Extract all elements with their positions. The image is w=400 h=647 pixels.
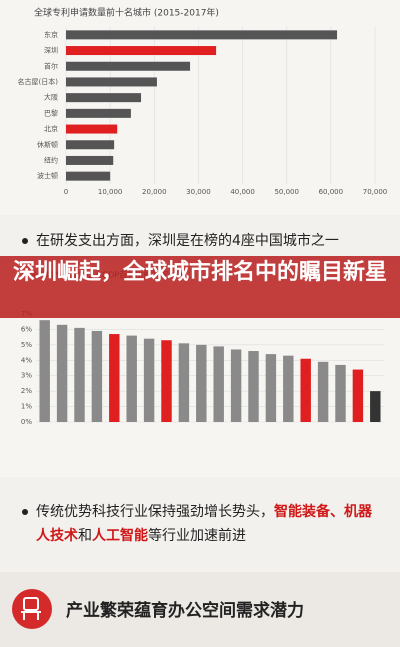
bullet-segment: 机器人技术	[36, 504, 372, 544]
y-tick-label: 2%	[21, 387, 32, 395]
bullet-dot	[22, 238, 28, 244]
bullet-item: 在研发支出方面，深圳是在榜的4座中国城市之一	[22, 229, 382, 253]
x-tick-label: 0	[64, 188, 68, 196]
bar	[230, 349, 242, 422]
bar	[370, 391, 381, 422]
x-tick-label: 10,000	[98, 188, 123, 196]
bullet-text: 传统优势科技行业保持强劲增长势头，智能装备、机器人技术和人工智能等行业加速前进	[36, 500, 382, 548]
bar	[178, 343, 190, 422]
banner-title: 深圳崛起，全球城市排名中的瞩目新星	[12, 260, 387, 285]
bullet-dot	[22, 509, 28, 515]
y-tick-label: 4%	[21, 356, 32, 364]
bullet-text: 在研发支出方面，深圳是在榜的4座中国城市之一	[36, 229, 382, 253]
y-tick-label: 北京	[44, 124, 58, 133]
bullet-segment: 和	[78, 528, 92, 544]
y-tick-label: 大阪	[44, 93, 58, 102]
y-tick-label: 首尔	[44, 61, 58, 70]
y-tick-label: 1%	[21, 403, 32, 411]
footer-label: 产业繁荣蕴育办公空间需求潜力	[66, 601, 304, 621]
bar	[66, 140, 115, 150]
patent-chart: 全球专利申请数量前十名城市 (2015-2017年) 0 10,000 20,000 3…	[0, 0, 400, 215]
bar	[283, 355, 294, 422]
bar	[66, 61, 191, 71]
bar	[265, 354, 277, 422]
bar	[317, 361, 329, 422]
bar	[126, 335, 137, 422]
banner: 深圳崛起，全球城市排名中的瞩目新星	[0, 256, 400, 318]
bar	[66, 77, 157, 87]
x-tick-label: 70,000	[363, 188, 388, 196]
y-tick-label: 深圳	[44, 46, 58, 55]
bullet-segment: 在研发支出方面，深圳是在榜的4座中国城市之一	[36, 233, 339, 249]
x-tick-label: 20,000	[142, 188, 167, 196]
y-tick-label: 纽约	[44, 155, 58, 164]
bar	[66, 93, 142, 103]
bullet-segment: 人工智能	[92, 528, 148, 544]
y-tick-label: 巴黎	[44, 108, 58, 117]
chart-title: 全球专利申请数量前十名城市 (2015-2017年)	[34, 7, 219, 19]
bar	[74, 327, 85, 422]
bar	[66, 124, 118, 134]
bar	[335, 364, 346, 422]
bar	[91, 330, 103, 422]
x-tick-label: 30,000	[186, 188, 211, 196]
bullet-segment: 等行业加速前进	[148, 528, 246, 544]
bar	[66, 46, 217, 56]
bullet-item: 传统优势科技行业保持强劲增长势头，智能装备、机器人技术和人工智能等行业加速前进	[22, 500, 382, 548]
y-tick-label: 波士顿	[37, 171, 58, 180]
y-tick-label: 5%	[21, 341, 32, 349]
bar	[352, 369, 364, 422]
y-tick-label: 休斯顿	[37, 140, 58, 149]
footer: 产业繁荣蕴育办公空间需求潜力	[0, 572, 400, 647]
bar	[300, 358, 311, 422]
bullet-segment: 传统优势科技行业保持强劲增长势头，	[36, 504, 274, 520]
bar	[66, 171, 111, 181]
x-tick-label: 60,000	[319, 188, 344, 196]
y-tick-label: 东京	[44, 30, 58, 39]
bar	[66, 155, 114, 165]
bar	[39, 320, 50, 422]
footer-icon	[12, 589, 52, 629]
bar	[196, 344, 207, 422]
bar	[56, 324, 68, 422]
bar	[143, 338, 155, 422]
x-tick-label: 40,000	[230, 188, 255, 196]
y-tick-label: 6%	[21, 325, 32, 333]
y-tick-label: 名古屋(日本)	[18, 77, 59, 86]
bar	[66, 30, 338, 40]
bar	[213, 346, 224, 422]
bullet-segment: 智能装备、	[274, 504, 344, 520]
bar	[66, 108, 131, 118]
bar	[109, 334, 120, 422]
y-tick-label: 0%	[21, 418, 32, 426]
bar	[248, 351, 259, 422]
x-tick-label: 50,000	[274, 188, 299, 196]
bar	[161, 340, 172, 422]
y-tick-label: 3%	[21, 372, 32, 380]
